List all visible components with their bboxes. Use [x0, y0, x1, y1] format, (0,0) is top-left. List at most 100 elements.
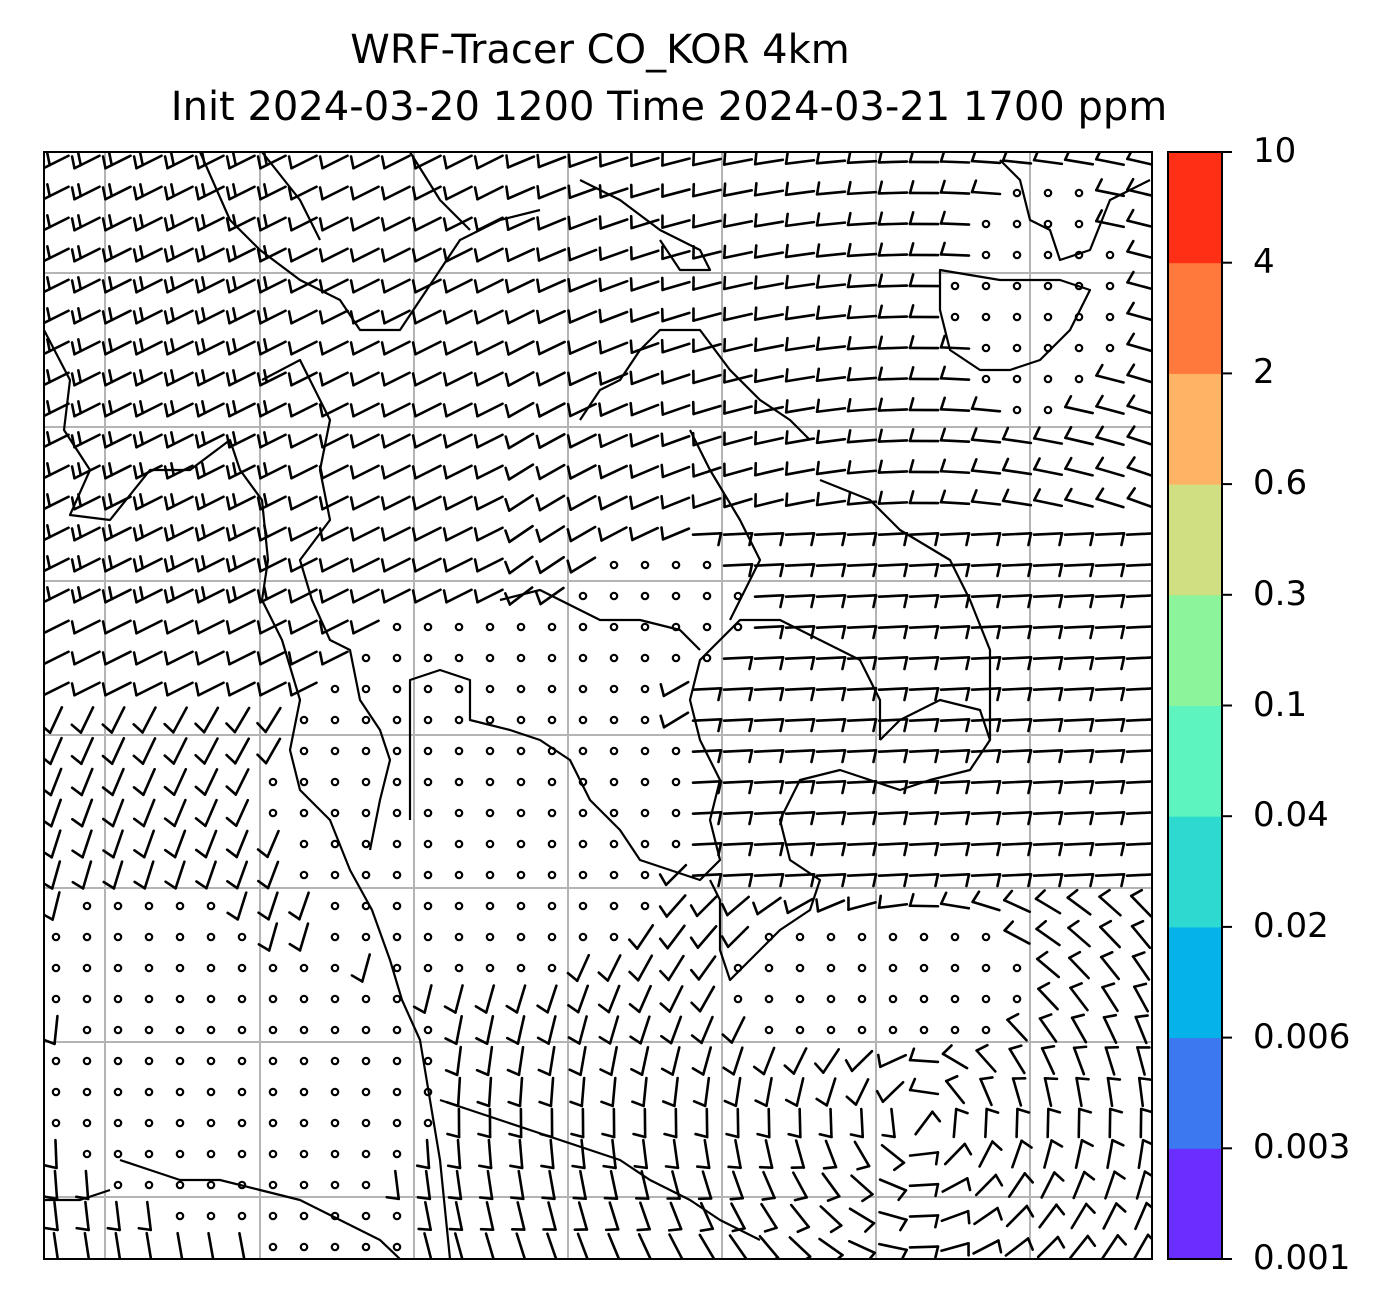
- wind-barb: [722, 213, 754, 229]
- wind-barb: [70, 681, 101, 697]
- wind-barb: [1001, 625, 1033, 640]
- wind-barb: [477, 1107, 492, 1139]
- wind-barb: [846, 152, 878, 165]
- wind-barb: [939, 718, 971, 733]
- wind-barb: [132, 619, 163, 635]
- calm-wind-circle: [392, 1087, 402, 1097]
- wind-barb: [1095, 363, 1125, 384]
- wind-barb: [784, 243, 816, 259]
- wind-barb: [444, 1045, 463, 1077]
- wind-barb: [908, 397, 940, 412]
- calm-wind-circle: [950, 312, 960, 322]
- wind-barb: [256, 586, 287, 604]
- wind-barb: [661, 214, 691, 229]
- wind-barb: [287, 557, 318, 573]
- wind-barb: [505, 185, 536, 200]
- wind-barb: [970, 749, 1002, 764]
- wind-barb: [939, 625, 971, 640]
- wind-barb: [877, 687, 909, 702]
- wind-barb: [194, 555, 225, 573]
- wind-barb: [691, 532, 723, 547]
- wind-barb: [877, 397, 909, 412]
- coastline-northeast-bay: [938, 268, 1092, 372]
- wind-barb: [225, 276, 256, 294]
- wind-barb: [411, 464, 442, 480]
- wind-barb: [1006, 1012, 1028, 1042]
- wind-barb: [970, 427, 1002, 444]
- calm-wind-circle: [578, 591, 588, 601]
- wind-barb: [567, 153, 598, 168]
- wind-barb: [908, 842, 940, 857]
- wind-barb: [908, 1245, 940, 1259]
- wind-barb: [1126, 394, 1152, 415]
- calm-wind-circle: [1074, 281, 1084, 291]
- wind-barb: [1064, 487, 1094, 508]
- wind-barb: [754, 461, 784, 477]
- wind-barb: [1125, 656, 1152, 671]
- wind-barb: [597, 464, 628, 480]
- colorbar: [1167, 151, 1232, 1260]
- calm-wind-circle: [1105, 312, 1115, 322]
- calm-wind-circle: [175, 932, 185, 942]
- map-frame: [43, 151, 1153, 1260]
- wind-barb: [877, 780, 909, 795]
- wind-barb: [44, 586, 70, 604]
- calm-wind-circle: [82, 1118, 92, 1128]
- wind-barb: [692, 307, 722, 322]
- wind-barb: [821, 1172, 841, 1202]
- wind-barb: [725, 1107, 740, 1139]
- calm-wind-circle: [609, 622, 619, 632]
- calm-wind-circle: [268, 1149, 278, 1159]
- wind-barb: [694, 1107, 709, 1139]
- calm-wind-circle: [547, 746, 557, 756]
- wind-barb: [476, 1076, 493, 1108]
- calm-wind-circle: [609, 560, 619, 570]
- wind-barb: [973, 1206, 1003, 1226]
- wind-barb: [1038, 1013, 1058, 1043]
- wind-barb: [44, 860, 62, 890]
- colorbar-segment: [1168, 152, 1222, 264]
- wind-barb: [753, 687, 785, 702]
- wind-barb: [318, 464, 349, 480]
- calm-wind-circle: [51, 932, 61, 942]
- wind-barb: [415, 1138, 431, 1170]
- wind-barb: [784, 749, 816, 764]
- wind-barb: [257, 860, 280, 890]
- calm-wind-circle: [1043, 343, 1053, 353]
- wind-barb: [784, 594, 816, 609]
- calm-wind-circle: [1043, 374, 1053, 384]
- wind-barb: [728, 1234, 748, 1259]
- calm-wind-circle: [547, 777, 557, 787]
- wind-barb: [908, 304, 940, 319]
- wind-barb: [753, 213, 785, 228]
- wind-barb: [475, 1014, 495, 1046]
- wind-barb: [194, 338, 225, 356]
- wind-barb: [163, 681, 194, 697]
- wind-barb: [1094, 532, 1126, 547]
- calm-wind-circle: [609, 591, 619, 601]
- wind-barb: [411, 557, 442, 573]
- wind-barb: [442, 526, 473, 542]
- wind-barb: [847, 896, 877, 911]
- wind-barb: [164, 860, 186, 890]
- wind-barb: [628, 984, 652, 1014]
- wind-barb: [629, 308, 660, 323]
- wind-barb: [815, 181, 847, 196]
- calm-wind-circle: [516, 746, 526, 756]
- wind-barb: [849, 1107, 865, 1139]
- wind-barb: [939, 334, 971, 350]
- wind-barb: [287, 278, 318, 294]
- wind-barb: [380, 278, 411, 294]
- wind-barb: [607, 1232, 621, 1259]
- wind-barb: [287, 371, 318, 387]
- wind-barb: [1063, 532, 1095, 547]
- calm-wind-circle: [1074, 188, 1084, 198]
- calm-wind-circle: [361, 1025, 371, 1035]
- wind-barb: [815, 898, 846, 913]
- calm-wind-circle: [175, 1180, 185, 1190]
- calm-wind-circle: [950, 1025, 960, 1035]
- wind-barb: [101, 245, 132, 263]
- wind-barb: [695, 1138, 711, 1170]
- wind-barb: [101, 369, 132, 387]
- wind-barb: [1032, 749, 1064, 764]
